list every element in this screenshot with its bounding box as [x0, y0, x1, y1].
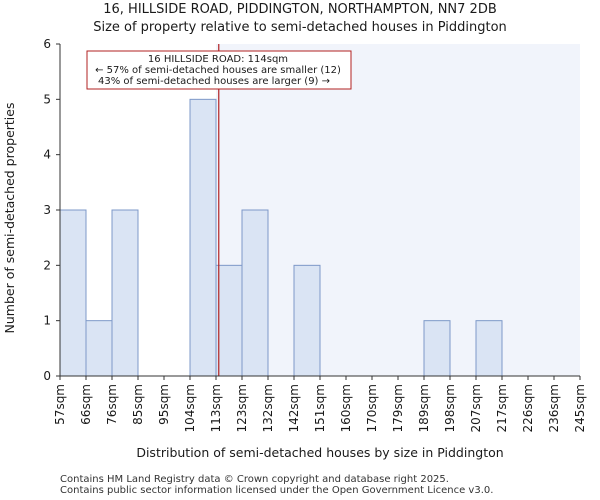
x-tick-label: 132sqm	[261, 384, 275, 432]
y-tick-label: 0	[43, 369, 51, 383]
annotation-smaller: ← 57% of semi-detached houses are smalle…	[95, 65, 341, 76]
bar-142sqm	[293, 264, 321, 377]
bar-66sqm	[85, 320, 113, 377]
x-tick-label: 207sqm	[469, 384, 483, 432]
x-tick-label: 226sqm	[521, 384, 535, 432]
x-tick-label: 245sqm	[573, 384, 587, 432]
x-tick-label: 85sqm	[131, 384, 145, 425]
chart-title: Size of property relative to semi-detach…	[93, 20, 507, 35]
x-tick-label: 217sqm	[495, 384, 509, 432]
x-tick-label: 236sqm	[547, 384, 561, 432]
x-tick-label: 151sqm	[313, 384, 327, 432]
x-tick-label: 170sqm	[365, 384, 379, 432]
y-tick-label: 1	[43, 314, 51, 328]
annotation-title: 16 HILLSIDE ROAD: 114sqm	[148, 54, 288, 65]
y-tick-label: 4	[43, 148, 51, 162]
x-tick-label: 142sqm	[287, 384, 301, 432]
x-tick-label: 104sqm	[183, 384, 197, 432]
x-axis-label: Distribution of semi-detached houses by …	[136, 445, 503, 460]
annotation-larger: 43% of semi-detached houses are larger (…	[98, 76, 330, 87]
y-tick-label: 6	[43, 37, 51, 51]
bar-189sqm	[423, 320, 451, 377]
bar-113sqm	[215, 264, 243, 377]
x-tick-label: 179sqm	[391, 384, 405, 432]
y-tick-label: 3	[43, 203, 51, 217]
y-tick-label: 2	[43, 258, 51, 272]
bar-57sqm	[59, 209, 87, 377]
x-tick-label: 57sqm	[53, 384, 67, 425]
footer-licence: Contains public sector information licen…	[60, 485, 494, 496]
x-tick-label: 113sqm	[209, 384, 223, 432]
x-tick-label: 198sqm	[443, 384, 457, 432]
bar-76sqm	[111, 209, 139, 377]
bar-123sqm	[241, 209, 269, 377]
x-tick-label: 66sqm	[79, 384, 93, 425]
highlight-region	[216, 44, 580, 376]
footer-copyright: Contains HM Land Registry data © Crown c…	[60, 474, 449, 485]
y-axis-label: Number of semi-detached properties	[2, 103, 17, 334]
x-tick-label: 123sqm	[235, 384, 249, 432]
y-tick-label: 5	[43, 92, 51, 106]
chart-title-address: 16, HILLSIDE ROAD, PIDDINGTON, NORTHAMPT…	[103, 2, 497, 17]
x-tick-label: 95sqm	[157, 384, 171, 425]
x-tick-label: 76sqm	[105, 384, 119, 425]
annotation-box	[86, 50, 352, 90]
x-tick-label: 160sqm	[339, 384, 353, 432]
x-tick-label: 189sqm	[417, 384, 431, 432]
bar-207sqm	[475, 320, 503, 377]
bar-104sqm	[189, 98, 217, 377]
